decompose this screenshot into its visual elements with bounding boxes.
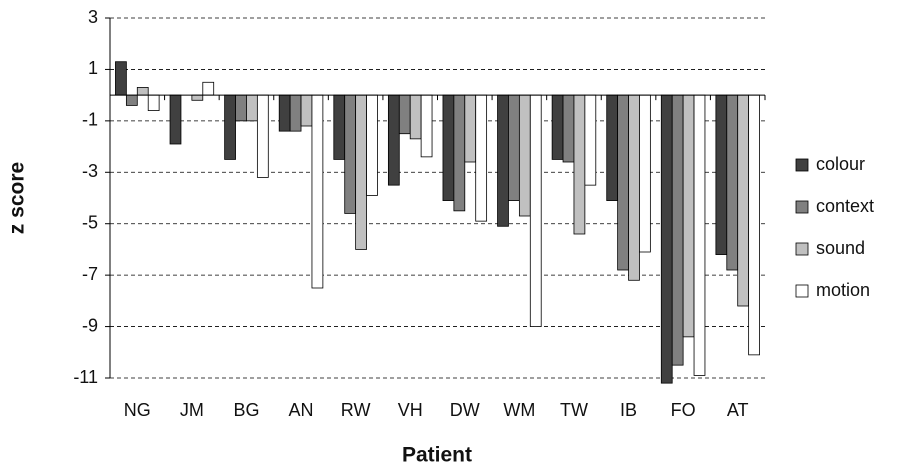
x-tick-label: JM xyxy=(180,400,204,420)
x-axis-label: Patient xyxy=(402,444,472,467)
x-tick-label: RW xyxy=(341,400,371,420)
bar xyxy=(224,94,236,160)
bar xyxy=(115,61,127,96)
legend-swatch xyxy=(795,158,809,172)
bar xyxy=(573,94,586,235)
bar xyxy=(420,94,433,158)
bar xyxy=(617,94,629,271)
y-axis-label: z score xyxy=(6,162,29,234)
x-tick-label: AT xyxy=(727,400,749,420)
y-tick-label: -9 xyxy=(82,315,98,335)
bar xyxy=(387,94,400,186)
bar xyxy=(584,94,597,186)
bar xyxy=(606,94,619,201)
bar xyxy=(639,94,651,253)
bar xyxy=(246,94,258,122)
bar xyxy=(518,94,531,217)
bar xyxy=(726,94,739,271)
bar xyxy=(289,94,302,132)
bar xyxy=(737,94,750,307)
legend-swatch xyxy=(795,200,809,214)
legend-swatch xyxy=(795,284,809,298)
bar xyxy=(278,94,291,132)
bar xyxy=(748,94,760,356)
bar xyxy=(409,94,422,140)
x-tick-label: AN xyxy=(289,400,314,420)
bar xyxy=(693,94,706,376)
legend-swatch xyxy=(795,242,809,256)
x-tick-label: TW xyxy=(560,400,588,420)
y-tick-label: -7 xyxy=(82,264,98,284)
bar xyxy=(235,94,247,122)
bar xyxy=(311,94,324,289)
bar xyxy=(551,94,564,160)
bar xyxy=(715,94,728,255)
x-tick-label: DW xyxy=(450,400,480,420)
bar xyxy=(191,94,204,101)
bar xyxy=(671,94,684,366)
bar xyxy=(256,94,269,178)
bar xyxy=(508,94,520,201)
bar xyxy=(125,94,138,106)
bar xyxy=(136,87,149,96)
bar xyxy=(497,94,509,227)
y-tick-label: -3 xyxy=(82,161,98,181)
legend-label: motion xyxy=(816,280,870,300)
x-tick-label: NG xyxy=(124,400,151,420)
x-tick-label: FO xyxy=(671,400,696,420)
bar xyxy=(355,94,367,250)
y-tick-label: 3 xyxy=(88,7,98,27)
bar xyxy=(333,94,346,160)
bar xyxy=(475,94,488,222)
y-tick-label: -1 xyxy=(82,110,98,130)
x-tick-label: BG xyxy=(233,400,259,420)
bar xyxy=(300,94,313,127)
bar xyxy=(660,94,673,384)
bar xyxy=(147,94,160,111)
bar xyxy=(464,94,477,163)
bar xyxy=(202,81,215,96)
y-tick-label: -11 xyxy=(73,367,98,387)
bar xyxy=(442,94,455,201)
bar xyxy=(344,94,357,214)
bar xyxy=(529,94,542,327)
legend-label: colour xyxy=(816,154,865,174)
bar xyxy=(628,94,640,281)
legend-label: context xyxy=(816,196,874,216)
bar xyxy=(366,94,378,196)
x-tick-label: VH xyxy=(398,400,423,420)
x-tick-label: IB xyxy=(620,400,637,420)
bar xyxy=(562,94,575,163)
bar xyxy=(682,94,695,338)
bar xyxy=(398,94,411,135)
bar xyxy=(453,94,466,212)
x-tick-label: WM xyxy=(503,400,535,420)
legend-label: sound xyxy=(816,238,865,258)
bar xyxy=(169,94,182,145)
y-tick-label: -5 xyxy=(82,212,98,232)
y-tick-label: 1 xyxy=(88,58,98,78)
